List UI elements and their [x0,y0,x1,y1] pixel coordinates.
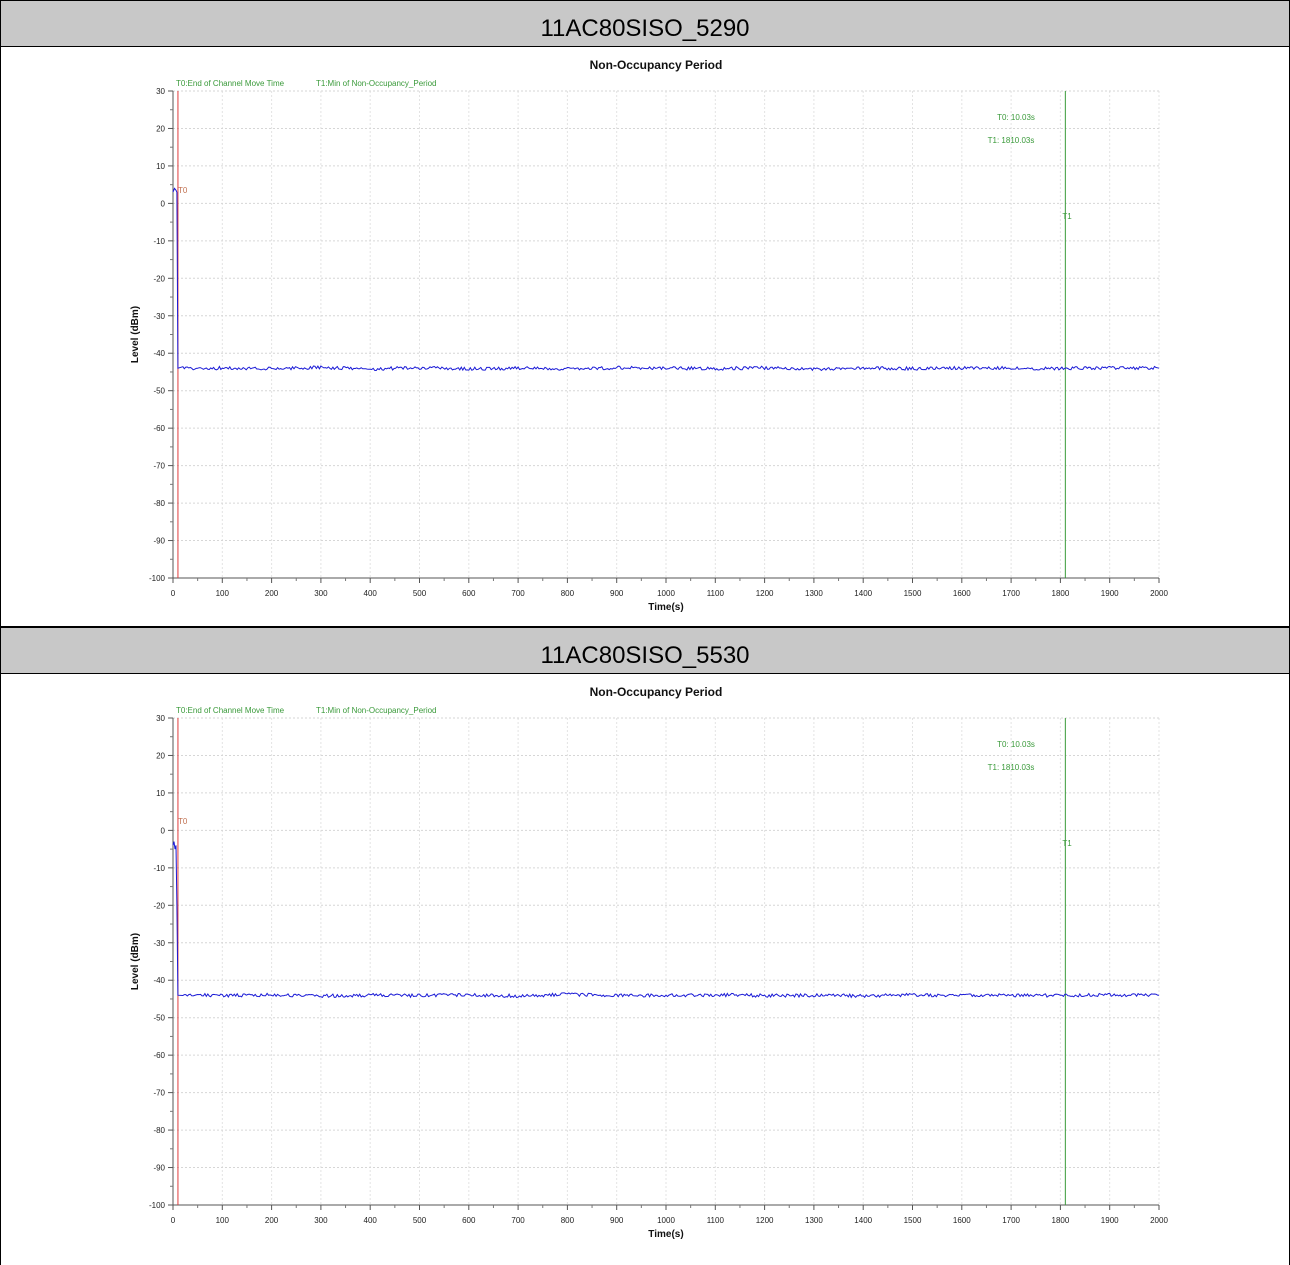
y-tick-label: -60 [153,424,165,433]
x-tick-label: 700 [511,589,525,598]
x-tick-label: 200 [265,1216,279,1225]
y-tick-label: -50 [153,387,165,396]
x-tick-label: 900 [610,589,624,598]
y-tick-label: -30 [153,939,165,948]
series-line [172,187,1160,372]
y-tick-label: -100 [149,574,166,583]
x-tick-label: 100 [216,1216,230,1225]
y-tick-label: -10 [153,864,165,873]
x-tick-label: 500 [413,589,427,598]
x-tick-label: 1700 [1002,589,1020,598]
y-tick-label: -60 [153,1051,165,1060]
x-tick-label: 800 [561,1216,575,1225]
x-tick-label: 2000 [1150,589,1168,598]
section-header-2: 11AC80SISO_5530 [0,627,1290,674]
x-tick-label: 1300 [805,1216,823,1225]
marker-t1-label: T1 [1062,212,1072,221]
y-tick-label: -100 [149,1201,166,1210]
y-tick-label: 30 [156,714,165,723]
x-tick-label: 1700 [1002,1216,1020,1225]
legend-t0: T0:End of Channel Move Time [176,706,285,715]
y-tick-label: -40 [153,349,165,358]
x-tick-label: 100 [216,589,230,598]
marker-t0-label: T0 [178,186,188,195]
x-tick-label: 1000 [657,589,675,598]
x-tick-label: 1500 [904,1216,922,1225]
x-tick-label: 1400 [854,1216,872,1225]
x-tick-label: 1100 [707,589,725,598]
x-tick-label: 400 [364,1216,378,1225]
x-tick-label: 400 [364,589,378,598]
x-axis-label: Time(s) [648,602,683,613]
x-tick-label: 300 [314,589,328,598]
section-body-1: Non-Occupancy Period 30 20 10 0 -10 -20 -30 -40-… [0,47,1290,627]
x-tick-label: 900 [610,1216,624,1225]
x-tick-label: 1400 [854,589,872,598]
y-tick-label: -40 [153,976,165,985]
y-tick-label: 20 [156,751,165,760]
readout-t1: T1: 1810.03s [988,136,1035,145]
x-tick-label: 1800 [1052,1216,1070,1225]
legend-t1: T1:Min of Non-Occupancy_Period [316,706,437,715]
x-tick-label: 1000 [657,1216,675,1225]
x-tick-label: 1600 [953,1216,971,1225]
chart-1: Non-Occupancy Period3020100-10-20-30-40-… [130,58,1168,613]
x-tick-label: 2000 [1150,1216,1168,1225]
marker-t1-label: T1 [1062,839,1072,848]
y-tick-label: -80 [153,1126,165,1135]
y-tick-label: -10 [153,237,165,246]
section-header-1: 11AC80SISO_5290 [0,0,1290,47]
series-line [172,841,1160,999]
y-tick-label: 0 [161,826,166,835]
y-tick-label: -30 [153,312,165,321]
y-axis-label: Level (dBm) [130,306,141,363]
y-tick-label: 30 [156,87,165,96]
x-tick-label: 1500 [904,589,922,598]
marker-t0-label: T0 [178,817,188,826]
legend-t0: T0:End of Channel Move Time [176,79,285,88]
x-tick-label: 700 [511,1216,525,1225]
legend-t1: T1:Min of Non-Occupancy_Period [316,79,437,88]
x-tick-label: 1900 [1101,589,1119,598]
readout-t0: T0: 10.03s [997,113,1035,122]
readout-t1: T1: 1810.03s [988,763,1035,772]
chart-2: Non-Occupancy Period3020100-10-20-30-40-… [130,685,1168,1240]
x-tick-label: 1600 [953,589,971,598]
y-axis-label: Level (dBm) [130,933,141,990]
y-tick-label: 10 [156,162,165,171]
x-tick-label: 0 [171,589,176,598]
y-tick-label: -20 [153,274,165,283]
y-tick-label: 10 [156,789,165,798]
x-tick-label: 1900 [1101,1216,1119,1225]
x-tick-label: 600 [462,589,476,598]
y-tick-label: -70 [153,1089,165,1098]
x-tick-label: 0 [171,1216,176,1225]
x-tick-label: 1300 [805,589,823,598]
section-body-2: Non-Occupancy Period 30 20 10 0 -10 -20 -30 -40-… [0,674,1290,1265]
x-tick-label: 1200 [756,589,774,598]
y-tick-label: 0 [161,199,166,208]
x-tick-label: 800 [561,589,575,598]
x-tick-label: 300 [314,1216,328,1225]
y-tick-label: -80 [153,499,165,508]
x-tick-label: 1100 [707,1216,725,1225]
x-axis-label: Time(s) [648,1229,683,1240]
x-tick-label: 600 [462,1216,476,1225]
chart-title: Non-Occupancy Period [590,685,723,699]
chart-title: Non-Occupancy Period [590,58,723,72]
y-tick-label: -90 [153,1164,165,1173]
readout-t0: T0: 10.03s [997,740,1035,749]
y-tick-label: -20 [153,901,165,910]
y-tick-label: -50 [153,1014,165,1023]
x-tick-label: 200 [265,589,279,598]
x-tick-label: 1800 [1052,589,1070,598]
y-tick-label: -70 [153,462,165,471]
y-tick-label: 20 [156,124,165,133]
y-tick-label: -90 [153,537,165,546]
x-tick-label: 500 [413,1216,427,1225]
x-tick-label: 1200 [756,1216,774,1225]
